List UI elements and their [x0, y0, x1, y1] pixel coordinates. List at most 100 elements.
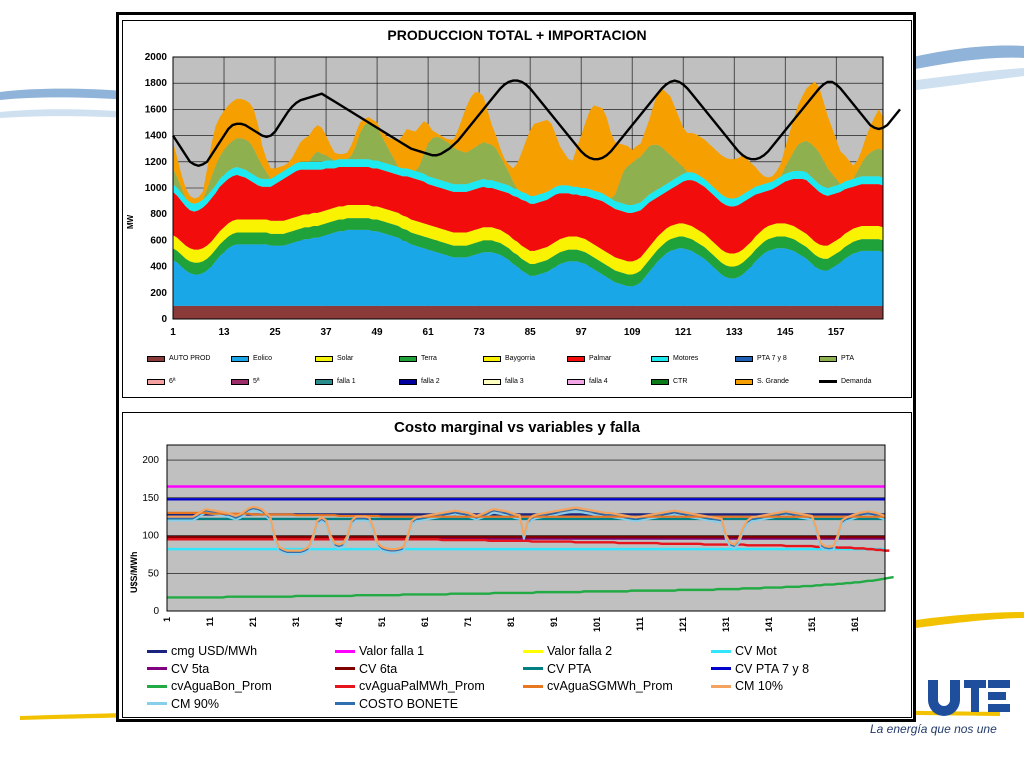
legend-swatch	[651, 378, 669, 385]
legend-swatch	[483, 355, 501, 362]
legend-item-cvaguasgmwh-prom: cvAguaSGMWh_Prom	[523, 679, 673, 693]
plot-border	[166, 444, 886, 612]
legend-item-costo-bonete: COSTO BONETE	[335, 697, 458, 711]
legend-item-cv-pta: CV PTA	[523, 662, 591, 676]
legend-label: CV PTA 7 y 8	[735, 661, 810, 676]
legend-item-demanda: Demanda	[819, 378, 871, 385]
x-tick-label: 121	[675, 327, 692, 338]
x-tick-label: 21	[248, 617, 258, 627]
legend-swatch	[567, 355, 585, 362]
legend-swatch	[711, 684, 731, 688]
legend-label: PTA 7 y 8	[757, 355, 787, 362]
legend-swatch	[335, 667, 355, 670]
legend-swatch	[523, 684, 543, 688]
legend-item-cm-10: CM 10%	[711, 679, 783, 693]
legend-label: CV 5ta	[171, 661, 210, 676]
x-tick-label: 41	[334, 617, 344, 627]
x-tick-label: 145	[777, 327, 794, 338]
production-chart-title: PRODUCCION TOTAL + IMPORTACION	[387, 27, 647, 43]
legend-label: 5ª	[253, 378, 260, 385]
legend-item-cv-5ta: CV 5ta	[147, 662, 209, 676]
x-tick-label: 37	[320, 327, 332, 338]
production-y-axis-label: MW	[126, 214, 135, 229]
legend-item-cvaguabon-prom: cvAguaBon_Prom	[147, 679, 272, 693]
legend-swatch	[147, 355, 165, 362]
x-tick-label: 141	[764, 617, 774, 632]
legend-label: S. Grande	[757, 378, 789, 385]
y-tick-label: 1600	[145, 104, 168, 115]
slogan: La energía que nos une	[870, 722, 997, 736]
area-series-baygorria	[173, 205, 883, 275]
legend-swatch	[819, 355, 837, 362]
y-tick-label: 400	[150, 262, 167, 273]
legend-label: Baygorria	[505, 355, 535, 362]
y-tick-label: 150	[142, 493, 159, 504]
y-tick-label: 0	[153, 606, 159, 617]
legend-swatch	[231, 355, 249, 362]
x-tick-label: 151	[807, 617, 817, 632]
legend-swatch	[147, 702, 167, 705]
legend-item-falla-2: falla 2	[399, 378, 440, 385]
x-tick-label: 111	[635, 617, 645, 631]
legend-swatch	[523, 649, 543, 653]
x-tick-label: 101	[592, 617, 602, 632]
legend-label: cvAguaSGMWh_Prom	[547, 679, 673, 693]
legend-swatch	[483, 378, 501, 385]
x-tick-label: 71	[463, 617, 473, 627]
y-tick-label: 1200	[145, 157, 168, 168]
swoosh-left-bottom	[0, 109, 220, 126]
legend-label: Valor falla 1	[359, 644, 425, 658]
legend-item-valor-falla-1: Valor falla 1	[335, 644, 424, 658]
x-tick-label: 51	[377, 617, 387, 627]
swoosh-left-top	[0, 88, 300, 118]
legend-label: Demanda	[841, 378, 872, 385]
legend-item-cm-90: CM 90%	[147, 697, 219, 711]
legend-label: CV Mot	[735, 644, 777, 658]
marginal-cost-y-axis-label: U$S/MWh	[129, 551, 139, 594]
legend-label: Solar	[337, 355, 354, 362]
legend-item-auto-prod: AUTO PROD	[147, 355, 211, 362]
line-series-cvaguasgmwh-prom	[167, 511, 885, 518]
legend-swatch	[567, 378, 585, 385]
y-tick-label: 1800	[145, 78, 168, 89]
legend-item-ctr: CTR	[651, 378, 687, 385]
x-tick-label: 49	[372, 327, 384, 338]
area-series-palmar	[173, 167, 883, 262]
legend-item-falla-3: falla 3	[483, 378, 524, 385]
legend-swatch	[147, 684, 167, 688]
legend-swatch	[147, 649, 167, 653]
legend-item-baygorria: Baygorria	[483, 355, 535, 362]
legend-item-terra: Terra	[399, 355, 437, 362]
x-tick-label: 1	[170, 327, 176, 338]
legend-label: Palmar	[589, 355, 612, 362]
plot-border	[172, 56, 884, 320]
legend-label: CV PTA	[547, 661, 592, 676]
legend-label: Valor falla 2	[547, 644, 613, 658]
legend-item-6: 6ª	[147, 378, 175, 385]
legend-swatch	[735, 355, 753, 362]
marginal-cost-chart-title: Costo marginal vs variables y falla	[394, 419, 640, 436]
x-tick-label: 61	[423, 327, 435, 338]
legend-item-solar: Solar	[315, 355, 353, 362]
legend-swatch	[651, 355, 669, 362]
swoosh-right-top	[900, 45, 1024, 72]
y-tick-label: 100	[142, 531, 159, 542]
x-tick-label: 61	[420, 617, 430, 627]
line-series-cvaguabon-prom	[167, 575, 894, 599]
legend-label: falla 4	[589, 378, 608, 385]
production-chart: 0 200 400 600 800 1000 1200 1400 1600 1800 2000 1 13…	[145, 52, 901, 338]
y-tick-label: 0	[161, 314, 167, 325]
line-series-demanda	[171, 79, 901, 167]
legend-label: Terra	[421, 355, 437, 362]
y-tick-label: 50	[148, 568, 160, 579]
legend-label: PTA	[841, 355, 855, 362]
x-tick-label: 157	[828, 327, 845, 338]
marginal-cost-chart-panel: Costo marginal vs variables y falla 0 50 1…	[122, 412, 912, 718]
y-tick-label: 200	[150, 288, 167, 299]
legend-label: CM 10%	[735, 679, 783, 693]
legend-item-cv-pta-7-y-8: CV PTA 7 y 8	[711, 662, 809, 676]
x-tick-label: 131	[721, 617, 731, 632]
legend-item-cv-6ta: CV 6ta	[335, 662, 397, 676]
area-series-motores	[173, 159, 883, 213]
